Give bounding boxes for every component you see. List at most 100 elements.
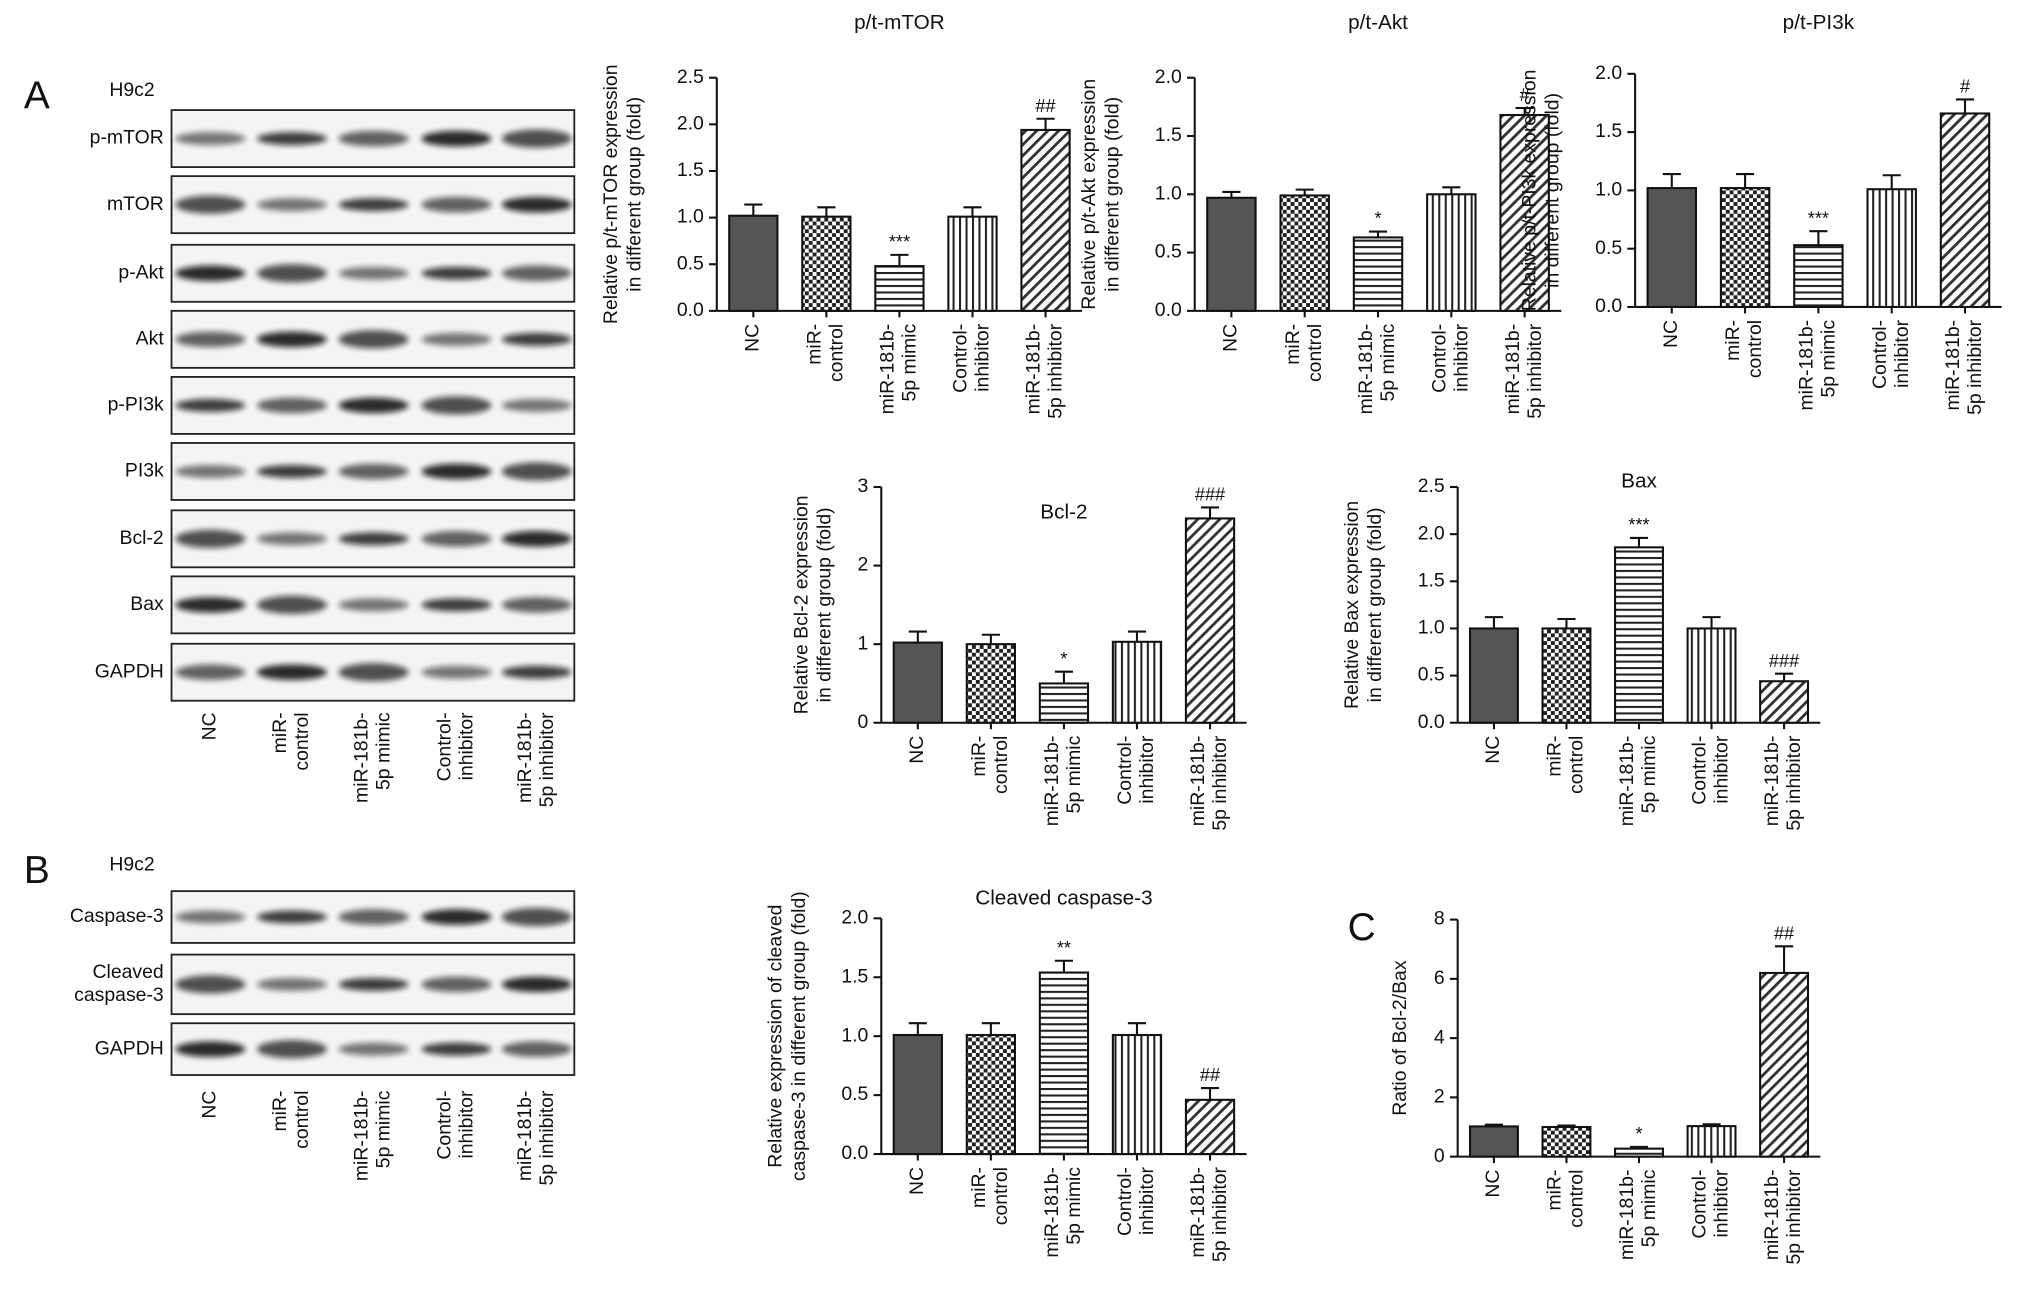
blot-band — [256, 532, 327, 546]
lane-label: Control- — [434, 1091, 456, 1160]
error-bar — [817, 206, 836, 217]
significance-label: ### — [1195, 485, 1225, 505]
y-tick-label: 2 — [858, 554, 869, 576]
cell-line: H9c2 — [109, 79, 154, 101]
blot-band — [175, 910, 246, 924]
x-tick-label: Control- — [1689, 736, 1711, 805]
lane-label: Control- — [434, 712, 456, 781]
blot-band — [421, 266, 492, 280]
y-tick-label: 0 — [858, 711, 869, 733]
bar — [1719, 187, 1771, 309]
y-tick-label: 2.5 — [1418, 475, 1445, 497]
significance-label: ## — [1774, 923, 1794, 943]
y-axis-label: in different group (fold) — [1101, 97, 1123, 292]
x-tick-label: inhibitor — [1711, 1169, 1733, 1237]
error-bar — [981, 1022, 1000, 1036]
lane-label: 5p inhibitor — [536, 1090, 558, 1185]
error-bar — [1368, 230, 1388, 238]
y-tick-label: 0.0 — [841, 1142, 868, 1164]
blot-row-label: Bax — [130, 593, 164, 615]
y-tick-label: 2.0 — [1418, 522, 1445, 544]
y-axis-label: in different group (fold) — [623, 97, 645, 292]
x-tick-label: Control- — [1114, 1167, 1136, 1236]
chart-title: p/t-mTOR — [854, 11, 945, 34]
x-tick-label: inhibitor — [972, 323, 994, 391]
blot-row-label: Bcl-2 — [120, 527, 164, 549]
x-tick-label: miR-181b- — [1616, 1170, 1638, 1261]
significance-label: *** — [1628, 515, 1649, 535]
blot-band — [175, 265, 246, 282]
blot-band — [501, 665, 572, 679]
error-bar — [1775, 672, 1794, 682]
x-tick-label: control — [1304, 324, 1326, 382]
blot-row-label: Akt — [136, 327, 165, 349]
y-tick-label: 0.0 — [1418, 711, 1445, 733]
x-tick-label: miR-181b- — [1041, 1167, 1063, 1258]
error-bar — [1629, 536, 1649, 548]
blot-band — [421, 976, 492, 993]
blot-band — [421, 196, 492, 213]
bar — [892, 641, 943, 724]
error-bar — [1295, 188, 1314, 196]
blot-band — [421, 909, 492, 925]
blot-row-label: mTOR — [107, 193, 164, 215]
bar — [1686, 627, 1737, 724]
significance-label: * — [1374, 209, 1381, 229]
bar — [874, 265, 925, 312]
lane-label: miR-181b- — [351, 1091, 373, 1182]
x-tick-label: miR-181b- — [1761, 736, 1783, 827]
x-tick-label: miR-181b- — [1502, 324, 1524, 415]
chart-title: p/t-PI3k — [1783, 11, 1855, 34]
y-tick-label: 4 — [1434, 1026, 1445, 1048]
x-tick-label: 5p inhibitor — [1964, 319, 1986, 414]
x-tick-label: miR-181b- — [1616, 736, 1638, 827]
y-tick-label: 0.5 — [841, 1083, 868, 1105]
x-tick-label: miR-181b- — [1187, 736, 1209, 827]
error-bar — [744, 203, 763, 216]
y-tick-label: 0.5 — [1155, 241, 1182, 263]
blot-band — [175, 664, 246, 680]
error-bar — [1442, 186, 1461, 195]
bar — [1020, 128, 1071, 312]
y-axis-label: Relative Bcl-2 expression — [790, 495, 812, 714]
chart-title: Cleaved caspase-3 — [975, 886, 1152, 909]
error-bar — [1036, 117, 1055, 130]
x-tick-label: inhibitor — [1891, 319, 1913, 387]
blot-band — [421, 598, 492, 612]
blot-band — [421, 665, 492, 679]
bar — [965, 1033, 1017, 1156]
x-tick-label: control — [826, 324, 848, 382]
error-bar — [1515, 106, 1534, 116]
lane-label: miR-181b- — [514, 1091, 536, 1182]
x-tick-label: control — [990, 1167, 1012, 1225]
blot-band — [421, 1042, 492, 1056]
x-tick-label: miR-181b- — [1187, 1167, 1209, 1258]
x-tick-label: miR-181b- — [1796, 320, 1818, 411]
blot-band — [256, 264, 327, 283]
blot-band — [421, 531, 492, 547]
significance-label: ## — [1035, 96, 1055, 116]
blot-band — [338, 598, 409, 612]
blot-band — [501, 597, 572, 613]
y-tick-label: 3 — [858, 475, 869, 497]
cell-line: H9c2 — [109, 853, 154, 875]
bar — [1499, 113, 1550, 312]
blot-band — [501, 129, 572, 148]
blot-band — [421, 396, 492, 415]
x-tick-label: Control- — [1428, 324, 1450, 393]
y-tick-label: 1.5 — [1155, 124, 1182, 146]
x-tick-label: miR-181b- — [1761, 1170, 1783, 1261]
x-tick-label: control — [990, 736, 1012, 794]
blot-band — [256, 1040, 327, 1059]
y-tick-label: 1.5 — [1418, 569, 1445, 591]
x-tick-label: miR- — [1722, 320, 1744, 361]
y-axis-label: Relative p/t-PI3k expression — [1518, 70, 1540, 312]
y-tick-label: 1.5 — [841, 965, 868, 987]
error-bar — [1054, 670, 1073, 684]
blot-band — [338, 532, 409, 546]
error-bar — [1127, 630, 1147, 642]
x-tick-label: NC — [1220, 324, 1242, 352]
bar — [1614, 1147, 1664, 1158]
